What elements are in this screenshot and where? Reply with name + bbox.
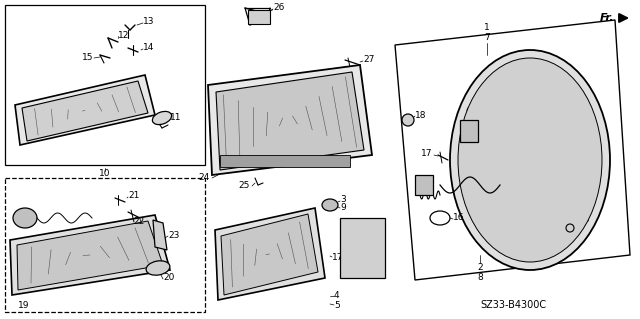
Text: 3: 3 [340,196,346,204]
Bar [220,155,350,167]
Text: 2: 2 [477,263,483,272]
Ellipse shape [322,199,338,211]
Text: 15: 15 [81,54,93,63]
Polygon shape [216,72,364,170]
Text: 13: 13 [143,18,154,26]
Text: 28: 28 [578,216,589,225]
Text: 5: 5 [334,300,340,309]
Text: 6: 6 [465,108,471,116]
Polygon shape [395,20,630,280]
Text: 18: 18 [415,110,426,120]
Text: 26: 26 [273,4,284,12]
Ellipse shape [13,208,37,228]
Text: 7: 7 [484,33,490,42]
Polygon shape [221,214,318,295]
Text: 1: 1 [484,24,490,33]
Bar [415,175,433,195]
Text: SZ33-B4300C: SZ33-B4300C [480,300,546,310]
Text: 22: 22 [133,218,144,226]
Text: 17: 17 [420,149,432,158]
Text: 17: 17 [332,254,344,263]
Text: 23: 23 [168,231,179,240]
Polygon shape [208,65,372,175]
Bar [248,10,270,24]
Text: 16: 16 [453,213,465,222]
Text: 19: 19 [18,300,29,309]
Text: 24: 24 [199,174,210,182]
Text: Fr.: Fr. [600,13,614,23]
Polygon shape [153,220,167,250]
Text: ■ ■ ■ ■ ■: ■ ■ ■ ■ ■ [250,159,284,164]
Polygon shape [215,208,325,300]
Text: 4: 4 [334,291,340,300]
Text: 12: 12 [118,31,129,40]
Ellipse shape [566,224,574,232]
Text: 8: 8 [477,273,483,283]
Polygon shape [22,81,148,141]
Ellipse shape [402,114,414,126]
Text: 11: 11 [170,114,182,122]
Polygon shape [15,75,155,145]
Text: 21: 21 [128,191,140,201]
Bar [5,5,205,165]
Text: 14: 14 [143,43,154,53]
Text: 9: 9 [340,204,346,212]
Text: 27: 27 [363,56,374,64]
Ellipse shape [152,111,172,125]
Polygon shape [10,215,170,295]
Ellipse shape [458,58,602,262]
Text: 10: 10 [99,168,111,177]
Bar [340,218,385,278]
Ellipse shape [146,261,170,275]
Polygon shape [17,221,163,290]
Bar [460,120,478,142]
Text: 25: 25 [239,182,250,190]
Bar [5,178,205,312]
Ellipse shape [450,50,610,270]
Text: 20: 20 [163,273,174,283]
